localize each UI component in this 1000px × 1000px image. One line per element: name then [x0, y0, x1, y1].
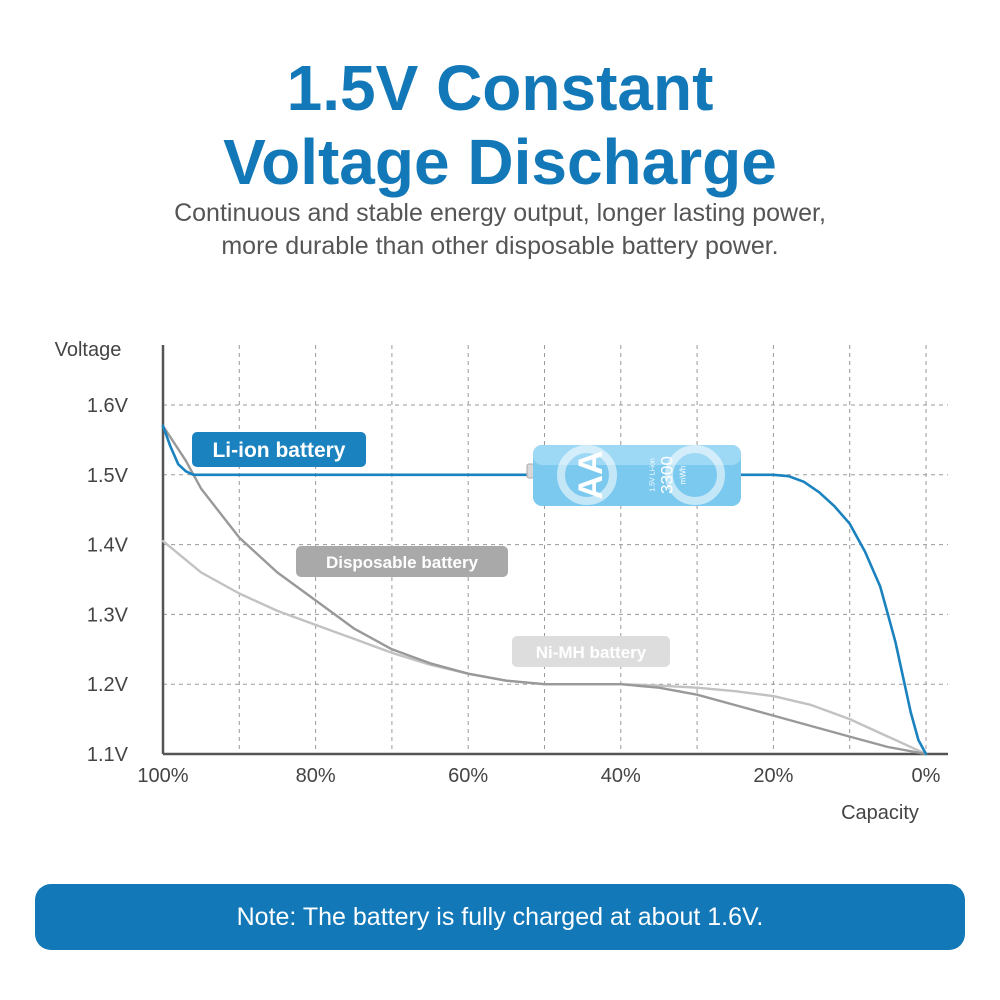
x-tick-label: 60%: [448, 765, 488, 787]
y-tick-label: 1.4V: [87, 535, 129, 557]
nimh-label: Ni-MH battery: [536, 643, 647, 662]
battery-type-label: 1.5V Li-ion: [650, 458, 657, 492]
battery-size-label: AA: [572, 450, 610, 499]
disposable-line: [161, 424, 928, 756]
y-tick-label: 1.2V: [87, 674, 129, 696]
x-tick-label: 80%: [296, 765, 336, 787]
x-tick-label: 0%: [912, 765, 941, 787]
note-banner: Note: The battery is fully charged at ab…: [35, 884, 965, 950]
x-axis-label: Capacity: [841, 802, 919, 824]
series-labels: Li-ion battery Disposable battery Ni-MH …: [192, 432, 670, 667]
axes: [161, 345, 948, 756]
li-ion-label-box: [192, 432, 366, 467]
y-tick-label: 1.3V: [87, 604, 129, 626]
li-ion-line: [161, 424, 928, 756]
y-tick-label: 1.5V: [87, 465, 129, 487]
y-axis-label: Voltage: [55, 339, 122, 361]
x-tick-label: 20%: [753, 765, 793, 787]
aa-battery-illustration: AA 1.5V Li-ion 3300 mWh: [526, 445, 741, 506]
li-ion-label: Li-ion battery: [212, 439, 345, 462]
disposable-label: Disposable battery: [326, 553, 479, 572]
y-tick-label: 1.6V: [87, 395, 129, 417]
tick-labels: 100% 80% 60% 40% 20% 0% 1.6V 1.5V 1.4V 1.3V 1.2V 1.…: [87, 395, 941, 787]
x-tick-label: 40%: [601, 765, 641, 787]
nimh-label-box: [512, 636, 670, 667]
battery-capacity-label: 3300: [658, 456, 677, 494]
grid-lines: [163, 345, 948, 754]
subtitle-line-2: more durable than other disposable batte…: [221, 232, 779, 260]
disposable-label-box: [296, 546, 508, 577]
chart-title-line-2: Voltage Discharge: [223, 126, 777, 198]
chart-title-line-1: 1.5V Constant: [286, 52, 714, 124]
battery-unit-label: mWh: [679, 466, 688, 485]
subtitle-line-1: Continuous and stable energy output, lon…: [174, 199, 826, 227]
battery-terminal: [526, 463, 535, 479]
y-tick-label: 1.1V: [87, 744, 129, 766]
x-tick-label: 100%: [137, 765, 188, 787]
series-lines: [161, 424, 928, 756]
